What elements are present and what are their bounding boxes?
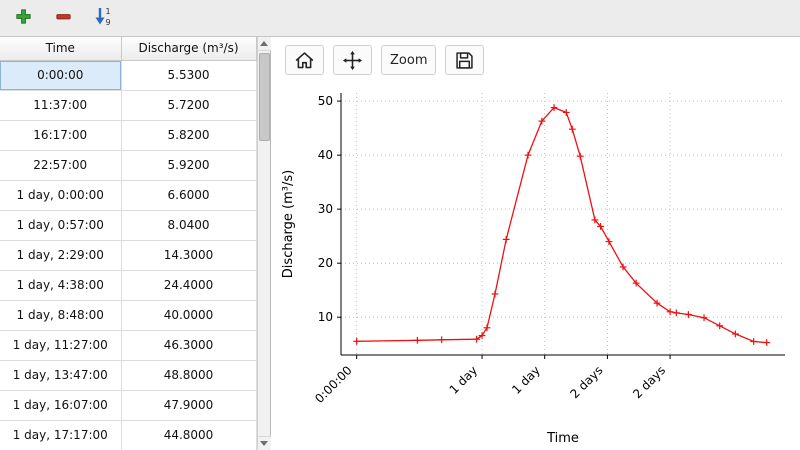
table-row[interactable]: 1 day, 17:17:00 44.8000 xyxy=(0,420,257,450)
y-tick-label: 30 xyxy=(318,202,333,216)
table-row[interactable]: 22:57:00 5.9200 xyxy=(0,150,257,181)
y-tick-label: 50 xyxy=(318,94,333,108)
discharge-cell[interactable]: 5.8200 xyxy=(121,120,257,151)
discharge-hydrograph-chart[interactable]: 10 20 30 40 50 0:00:00 1 day 1 day 2 days 2 days T… xyxy=(277,77,799,449)
time-series-table-panel: Time Discharge (m³/s) 0:00:00 5.5300 11:37… xyxy=(0,37,271,450)
time-cell[interactable]: 1 day, 8:48:00 xyxy=(0,300,122,331)
table-row[interactable]: 1 day, 16:07:00 47.9000 xyxy=(0,390,257,421)
chart-toolbar: Zoom xyxy=(271,37,800,77)
time-cell[interactable]: 1 day, 16:07:00 xyxy=(0,390,122,421)
scroll-down-button[interactable] xyxy=(257,436,271,450)
y-tick-label: 20 xyxy=(318,256,333,270)
time-cell[interactable]: 1 day, 4:38:00 xyxy=(0,270,122,301)
remove-row-button[interactable] xyxy=(50,5,76,31)
discharge-cell[interactable]: 47.9000 xyxy=(121,390,257,421)
discharge-cell[interactable]: 14.3000 xyxy=(121,240,257,271)
time-cell[interactable]: 1 day, 11:27:00 xyxy=(0,330,122,361)
column-header-discharge[interactable]: Discharge (m³/s) xyxy=(120,37,257,61)
table-row[interactable]: 1 day, 2:29:00 14.3000 xyxy=(0,240,257,271)
time-cell[interactable]: 1 day, 0:00:00 xyxy=(0,180,122,211)
triangle-up-icon xyxy=(260,41,268,46)
discharge-cell[interactable]: 48.8000 xyxy=(121,360,257,391)
x-axis-label: Time xyxy=(546,431,579,446)
discharge-cell[interactable]: 8.0400 xyxy=(121,210,257,241)
time-cell[interactable]: 11:37:00 xyxy=(0,90,122,121)
x-tick-label: 1 day xyxy=(447,363,481,397)
svg-text:1: 1 xyxy=(106,7,111,16)
y-tick-label: 10 xyxy=(318,310,333,324)
time-cell[interactable]: 1 day, 13:47:00 xyxy=(0,360,122,391)
zoom-button[interactable]: Zoom xyxy=(381,45,437,75)
time-cell[interactable]: 1 day, 17:17:00 xyxy=(0,420,122,450)
main-toolbar: 1 9 xyxy=(0,0,800,37)
table-row[interactable]: 11:37:00 5.7200 xyxy=(0,90,257,121)
triangle-down-icon xyxy=(260,441,268,446)
sort-ascending-icon: 1 9 xyxy=(93,6,113,30)
x-tick-label: 0:00:00 xyxy=(312,363,355,406)
pan-move-icon xyxy=(342,50,363,71)
time-cell[interactable]: 1 day, 0:57:00 xyxy=(0,210,122,241)
y-axis-label: Discharge (m³/s) xyxy=(281,170,296,278)
time-cell[interactable]: 16:17:00 xyxy=(0,120,122,151)
time-cell[interactable]: 22:57:00 xyxy=(0,150,122,181)
x-tick-label: 2 days xyxy=(567,363,605,401)
sort-ascending-button[interactable]: 1 9 xyxy=(90,5,116,31)
y-tick-label: 40 xyxy=(318,148,333,162)
content-area: Time Discharge (m³/s) 0:00:00 5.5300 11:37… xyxy=(0,37,800,450)
home-icon xyxy=(294,50,315,71)
discharge-cell[interactable]: 5.9200 xyxy=(121,150,257,181)
table-row[interactable]: 1 day, 8:48:00 40.0000 xyxy=(0,300,257,331)
table-row[interactable]: 1 day, 4:38:00 24.4000 xyxy=(0,270,257,301)
table-row[interactable]: 1 day, 11:27:00 46.3000 xyxy=(0,330,257,361)
scrollbar-thumb[interactable] xyxy=(258,53,270,141)
chart-panel: Zoom 10 20 30 40 50 0:00:00 1 day 1 day 2 days 2 … xyxy=(270,37,800,450)
svg-text:9: 9 xyxy=(106,18,111,26)
table-row[interactable]: 1 day, 0:00:00 6.6000 xyxy=(0,180,257,211)
plus-icon xyxy=(14,7,33,30)
discharge-cell[interactable]: 44.8000 xyxy=(121,420,257,450)
discharge-line xyxy=(356,106,767,344)
time-series-table: Time Discharge (m³/s) 0:00:00 5.5300 11:37… xyxy=(0,37,257,450)
discharge-cell[interactable]: 40.0000 xyxy=(121,300,257,331)
home-button[interactable] xyxy=(285,45,324,75)
x-tick-label: 2 days xyxy=(630,363,668,401)
discharge-cell[interactable]: 5.5300 xyxy=(121,60,257,91)
time-cell[interactable]: 1 day, 2:29:00 xyxy=(0,240,122,271)
save-floppy-icon xyxy=(454,50,475,71)
table-row[interactable]: 0:00:00 5.5300 xyxy=(0,60,257,91)
discharge-cell[interactable]: 46.3000 xyxy=(121,330,257,361)
table-scrollbar[interactable] xyxy=(256,37,271,450)
discharge-cell[interactable]: 6.6000 xyxy=(121,180,257,211)
table-row[interactable]: 1 day, 0:57:00 8.0400 xyxy=(0,210,257,241)
time-cell[interactable]: 0:00:00 xyxy=(0,60,122,91)
save-figure-button[interactable] xyxy=(445,45,485,75)
add-row-button[interactable] xyxy=(10,5,36,31)
discharge-cell[interactable]: 24.4000 xyxy=(121,270,257,301)
x-tick-label: 1 day xyxy=(509,363,543,397)
table-body: 0:00:00 5.5300 11:37:00 5.7200 16:17:00 5.820… xyxy=(0,60,257,450)
table-row[interactable]: 1 day, 13:47:00 48.8000 xyxy=(0,360,257,391)
zoom-button-label: Zoom xyxy=(390,52,428,68)
table-row[interactable]: 16:17:00 5.8200 xyxy=(0,120,257,151)
pan-button[interactable] xyxy=(333,45,372,75)
scroll-up-button[interactable] xyxy=(257,37,271,51)
column-header-time[interactable]: Time xyxy=(0,37,122,61)
discharge-cell[interactable]: 5.7200 xyxy=(121,90,257,121)
minus-icon xyxy=(54,7,73,30)
